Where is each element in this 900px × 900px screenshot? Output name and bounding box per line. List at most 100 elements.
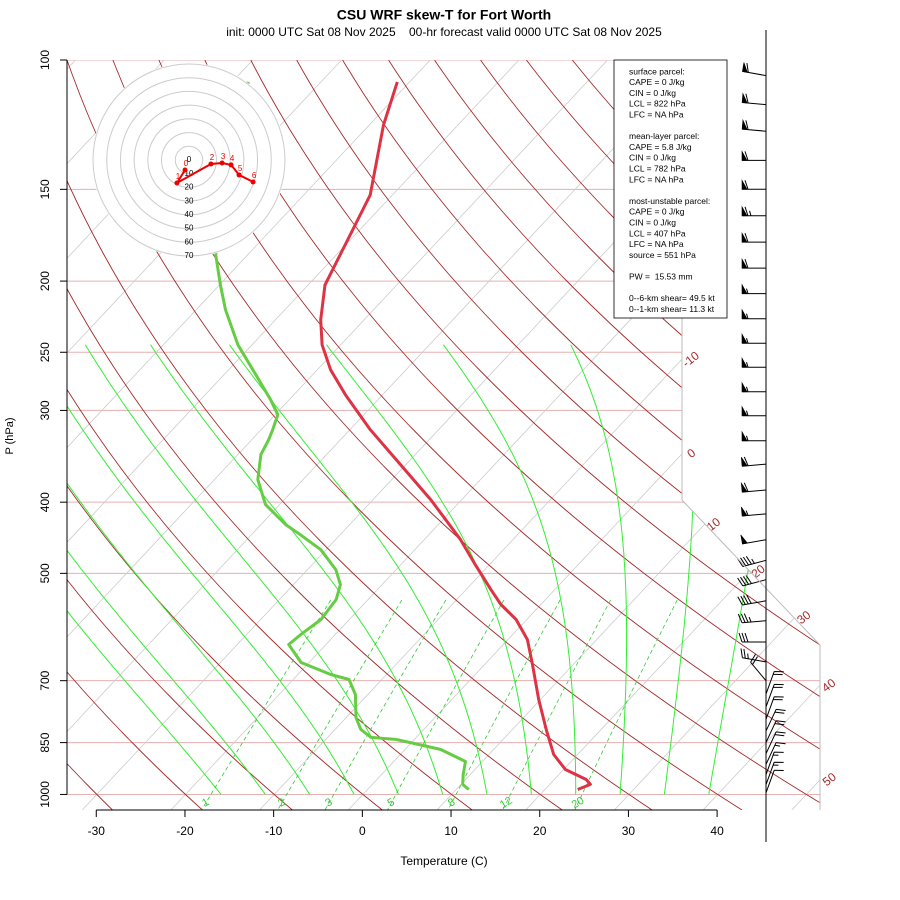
mixing-ratio-label: 1 [200,796,211,809]
y-tick-label: 500 [38,563,52,583]
barb-staff [765,731,786,754]
barb-pennant [741,357,748,368]
barb-staff [765,683,784,708]
barb-pennant [741,257,748,269]
wind-barb [765,671,784,695]
barb-pennant [740,534,748,545]
dry-adiabat [67,60,383,810]
isotherm [614,60,820,810]
wind-barb [741,231,766,243]
y-tick-label: 250 [38,342,52,362]
isotherm [67,60,697,810]
barb-staff [737,556,767,567]
stats-text: source = 551 hPa [629,250,696,260]
moist-adiabat [67,344,355,795]
wind-barb [765,769,784,793]
x-tick-label: 20 [533,824,547,838]
barb-pennant [741,205,748,217]
hodograph-ring-label: 0 [187,155,192,164]
barb-pennant [741,333,748,344]
stats-text: CAPE = 5.8 J/kg [629,142,692,152]
hodograph-ring [119,90,259,230]
wind-barb [741,405,766,417]
barb-staff [737,594,767,606]
barb-pennant [741,150,748,161]
wind-barb [737,556,767,567]
stats-text: 0--6-km shear= 49.5 kt [629,293,715,303]
x-tick-label: -30 [88,824,106,838]
hodograph-point-label: 2 [210,153,215,162]
y-axis-label: P (hPa) [4,417,16,454]
wind-barb [741,430,766,442]
barb-staff [737,575,767,587]
wind-barb [741,308,766,320]
hodograph-ring-label: 70 [185,251,194,260]
barb-staff [738,632,766,643]
dry-adiabat [480,60,820,810]
dry-adiabat [67,60,563,810]
barb-pennant [741,283,748,294]
y-tick-label: 300 [38,400,52,420]
hodograph-point [250,179,256,185]
y-tick-label: 850 [38,732,52,752]
hodograph-point [182,167,188,173]
barb-staff [765,720,786,743]
stats-text: CAPE = 0 J/kg [629,77,685,87]
barb-staff [765,761,784,785]
wind-barb [742,62,767,77]
stats-text: LFC = NA hPa [629,174,684,184]
stats-text: CIN = 0 J/kg [629,153,676,163]
x-tick-label: 0 [359,824,366,838]
moist-adiabat [150,344,444,795]
moist-adiabat [229,344,488,795]
wind-barb [765,761,784,785]
barb-staff [765,742,786,765]
stats-text: LCL = 407 hPa [629,228,686,238]
hodograph-ring-label: 30 [185,196,194,205]
dry-adiabat [250,60,820,810]
hodograph-ring-label: 60 [185,237,194,246]
moist-adiabat [67,344,222,795]
hodograph-point-label: 4 [230,154,235,163]
barb-pennant [740,481,748,493]
barb-pennant [741,118,748,130]
wind-barb [741,179,766,190]
wind-barb [741,506,767,517]
wind-barb [741,205,766,217]
barb-pennant [741,308,748,319]
wind-barb [765,751,784,775]
barb-staff [765,696,784,720]
wind-barb [741,333,766,344]
stats-text: mean-layer parcel: [629,131,699,141]
x-tick-label: -10 [265,824,283,838]
hodograph-ring-label: 20 [185,183,194,192]
barb-staff [737,613,767,624]
hodograph-ring-label: 50 [185,224,194,233]
mixing-ratio-label: 3 [323,796,334,809]
y-tick-label: 200 [38,271,52,291]
mixing-ratio-label: 8 [446,796,457,809]
hodograph-point [228,162,234,168]
barb-pennant [741,506,748,517]
barb-staff [765,751,784,775]
wind-barb [765,742,786,765]
wind-barb [741,118,767,132]
hodograph-ring [133,104,245,216]
hodograph-point-label: 5 [238,164,243,173]
moist-adiabat [67,344,266,795]
moist-adiabat [442,344,577,795]
stats-text: LFC = NA hPa [629,239,684,249]
wind-barb [741,456,767,467]
wind-barb [737,613,767,624]
mixing-ratio-label: 20 [570,795,587,812]
wind-barb [765,696,784,720]
barb-pennant [741,179,748,190]
stats-text: LCL = 782 hPa [629,163,686,173]
wind-barb [740,534,767,545]
chart-subtitle: init: 0000 UTC Sat 08 Nov 2025 00-hr for… [226,25,662,39]
y-tick-label: 700 [38,670,52,690]
wind-barb [741,381,766,393]
wind-barb [741,257,766,269]
